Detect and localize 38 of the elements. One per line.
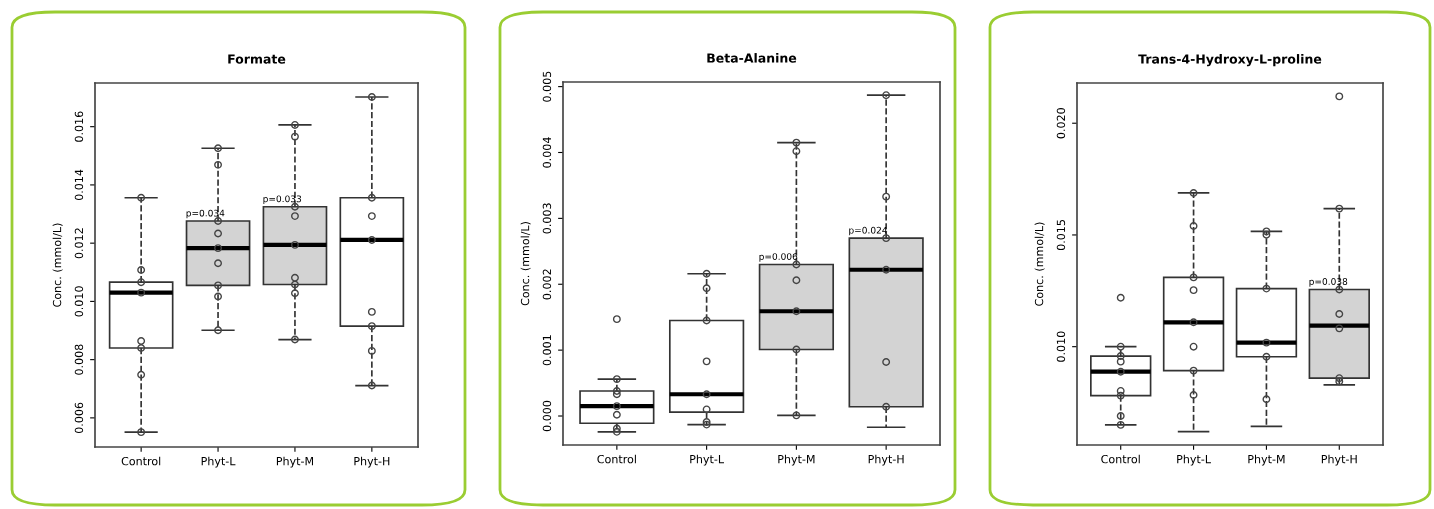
annotation: p=0.033 <box>263 195 302 204</box>
y-tick-label: 0.005 <box>542 71 552 102</box>
y-tick-label: 0.000 <box>542 400 552 432</box>
x-tick-label: Phyt-H <box>354 456 390 468</box>
annotation: p=0.006 <box>759 253 798 262</box>
y-axis-title: Conc. (mmol/L) <box>52 223 63 307</box>
annotation: p=0.034 <box>186 209 225 219</box>
y-tick-label: 0.001 <box>542 335 552 366</box>
x-tick-label: Control <box>1101 454 1140 464</box>
chart-title: Beta-Alanine <box>707 53 797 63</box>
y-tick-label: 0.020 <box>1056 108 1066 139</box>
chart-title: Trans-4-Hydroxy-L-proline <box>1138 54 1322 67</box>
chart-title: Formate <box>228 54 286 64</box>
y-tick-label: 0.002 <box>542 269 552 300</box>
y-tick-label: 0.006 <box>74 402 84 434</box>
x-tick-label: Control <box>597 454 636 464</box>
y-tick-label: 0.003 <box>542 203 552 234</box>
x-tick-label: Phyt-M <box>276 456 313 468</box>
y-tick-label: 0.014 <box>74 169 84 201</box>
annotation: p=0.024 <box>849 226 888 236</box>
y-tick-label: 0.004 <box>542 137 552 168</box>
x-tick-label: Phyt-L <box>1177 454 1211 466</box>
y-tick-label: 0.015 <box>1056 220 1066 251</box>
y-tick-label: 0.012 <box>74 228 84 259</box>
y-axis-title: Conc. (mmol/L) <box>1034 222 1045 306</box>
y-axis-title: Conc. (mmol/L) <box>520 222 531 306</box>
x-tick-label: Phyt-L <box>690 454 724 466</box>
x-tick-label: Control <box>121 456 161 466</box>
x-tick-label: Phyt-H <box>868 454 904 466</box>
y-tick-label: 0.016 <box>74 111 84 142</box>
x-tick-label: Phyt-L <box>201 456 236 468</box>
x-tick-label: Phyt-M <box>778 454 815 466</box>
y-tick-label: 0.008 <box>74 344 84 375</box>
x-tick-label: Phyt-M <box>1248 454 1285 466</box>
annotation: p=0.038 <box>1309 278 1348 287</box>
x-tick-label: Phyt-H <box>1321 454 1357 466</box>
y-tick-label: 0.010 <box>1056 331 1066 362</box>
y-tick-label: 0.010 <box>74 286 84 317</box>
